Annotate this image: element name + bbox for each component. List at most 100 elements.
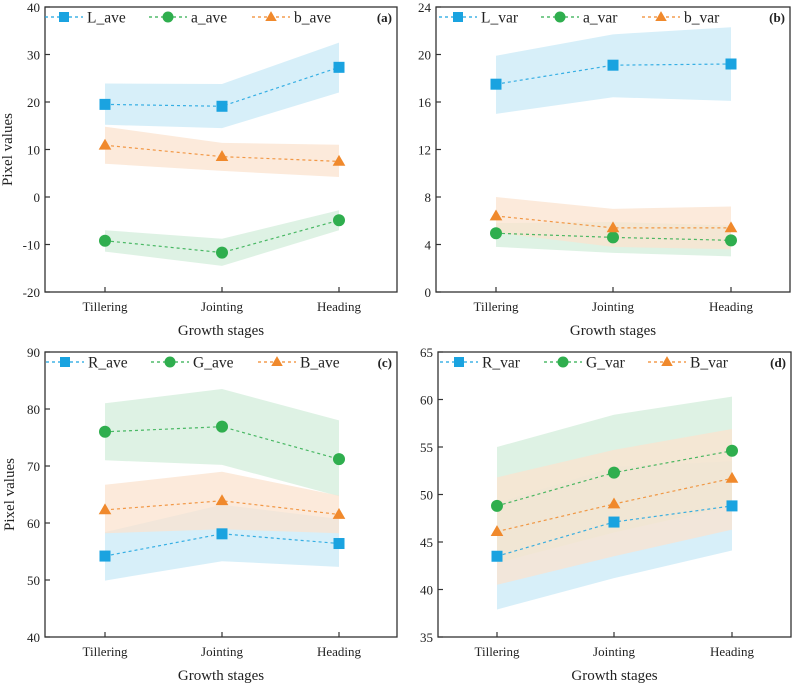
data-point-g-var-jointing — [608, 466, 620, 479]
data-point-l-var-heading — [725, 58, 737, 70]
data-point-g-ave-jointing — [216, 420, 228, 433]
data-point-b-ave-tillering — [98, 138, 112, 150]
y-tick-label: 40 — [420, 583, 433, 598]
y-tick-label: 16 — [418, 95, 432, 110]
legend-label: B_ave — [300, 355, 340, 372]
legend-marker-square — [454, 357, 464, 367]
y-tick-label: 70 — [27, 459, 40, 474]
data-point-b-ave-jointing — [215, 150, 229, 162]
data-point-a-ave-tillering — [99, 234, 111, 247]
chart-panel-c: 40 50 60 70 80 90 Tillering Jointing Heading Grow… — [2, 345, 398, 684]
legend: R_var G_var B_var — [440, 355, 729, 372]
data-point-b-var-jointing — [606, 221, 620, 233]
x-tick-label: Jointing — [593, 644, 635, 659]
x-tick-label: Heading — [709, 299, 754, 314]
legend-label: G_ave — [193, 355, 234, 372]
data-point-a-ave-jointing — [216, 246, 228, 259]
legend-marker-triangle — [655, 11, 667, 21]
chart-panel-a: -20 -10 0 10 20 30 40 Tillering Jointing Heading G… — [0, 0, 398, 339]
x-axis-title: Growth stages — [571, 668, 657, 684]
legend-marker-circle — [164, 356, 176, 368]
legend: L_var a_var b_var — [439, 10, 720, 27]
y-tick-label: 24 — [418, 0, 432, 15]
x-axis-title: Growth stages — [570, 323, 656, 339]
data-point-g-ave-tillering — [99, 425, 111, 438]
data-point-b-ave-heading — [332, 507, 346, 519]
x-tick-label: Tillering — [82, 299, 128, 314]
data-point-b-ave-jointing — [215, 494, 229, 506]
y-tick-label: 0 — [425, 285, 432, 300]
legend-marker-triangle — [265, 11, 277, 21]
y-tick-label: 80 — [27, 402, 40, 417]
data-point-a-var-heading — [725, 234, 737, 247]
data-point-a-var-jointing — [607, 231, 619, 244]
data-point-a-ave-heading — [333, 214, 345, 227]
legend-label: b_var — [684, 10, 720, 27]
legend-label: G_var — [586, 355, 626, 372]
panel-tag: (b) — [769, 10, 785, 25]
y-tick-label: 35 — [420, 630, 433, 645]
plot-frame — [44, 351, 398, 638]
legend-marker-circle — [557, 356, 569, 368]
x-tick-label: Jointing — [201, 299, 243, 314]
data-point-g-ave-heading — [333, 453, 345, 466]
data-point-b-var-tillering — [490, 525, 504, 536]
data-point-l-var-tillering — [490, 78, 502, 90]
confidence-band-l-ave — [105, 42, 339, 129]
legend-marker-circle — [554, 11, 566, 23]
x-tick-label: Jointing — [592, 299, 634, 314]
x-tick-label: Heading — [317, 644, 362, 659]
data-point-l-ave-tillering — [99, 98, 111, 110]
data-point-l-ave-jointing — [216, 100, 228, 112]
legend: R_ave G_ave B_ave — [46, 355, 340, 372]
series-line-l-ave — [104, 66, 340, 107]
data-point-b-var-jointing — [607, 497, 621, 509]
data-point-r-var-jointing — [608, 516, 620, 528]
data-point-l-ave-heading — [333, 61, 345, 73]
y-tick-label: 4 — [425, 238, 432, 253]
y-tick-label: 20 — [27, 95, 40, 110]
y-tick-label: 40 — [27, 630, 40, 645]
legend-label: R_ave — [88, 355, 128, 372]
y-tick-label: 60 — [27, 516, 40, 531]
y-tick-label: 40 — [27, 0, 40, 15]
confidence-band-a-ave — [105, 210, 339, 266]
data-point-l-var-jointing — [607, 59, 619, 71]
x-axis-title: Growth stages — [178, 668, 264, 684]
y-tick-label: 10 — [27, 143, 40, 158]
data-point-g-var-tillering — [491, 499, 503, 512]
legend-marker-triangle — [271, 356, 283, 366]
data-point-r-ave-heading — [333, 538, 345, 550]
x-tick-label: Tillering — [474, 644, 520, 659]
legend-label: L_ave — [87, 10, 126, 27]
legend-label: B_var — [690, 355, 729, 372]
y-axis-title: Pixel values — [2, 458, 18, 531]
y-axis-title: Pixel values — [0, 113, 16, 186]
x-tick-label: Jointing — [201, 644, 243, 659]
confidence-band-g-ave — [105, 389, 339, 497]
x-tick-label: Tillering — [473, 299, 519, 314]
data-point-r-ave-tillering — [99, 550, 111, 562]
x-tick-label: Heading — [317, 299, 362, 314]
data-point-b-var-heading — [724, 221, 738, 233]
y-tick-label: -10 — [23, 238, 40, 253]
legend-label: a_var — [583, 10, 618, 27]
y-tick-label: 50 — [27, 573, 40, 588]
data-point-b-ave-tillering — [98, 503, 112, 515]
data-point-r-var-heading — [726, 500, 738, 512]
x-axis-title: Growth stages — [178, 323, 264, 339]
legend-label: b_ave — [294, 10, 331, 27]
y-tick-label: 20 — [418, 48, 431, 63]
series-line-g-ave — [104, 426, 340, 460]
y-tick-label: 55 — [420, 440, 433, 455]
legend-label: L_var — [481, 10, 519, 27]
y-tick-label: 65 — [420, 345, 433, 360]
panel-tag: (a) — [377, 10, 392, 25]
y-tick-label: 0 — [34, 190, 41, 205]
data-point-r-var-tillering — [491, 550, 503, 562]
chart-panel-b: 0 4 8 12 16 20 24 Tillering Jointing Heading Growt… — [418, 0, 791, 339]
legend-label: R_var — [482, 355, 521, 372]
panel-tag: (d) — [770, 355, 786, 370]
data-point-b-ave-heading — [332, 154, 346, 166]
legend-marker-square — [59, 12, 69, 22]
